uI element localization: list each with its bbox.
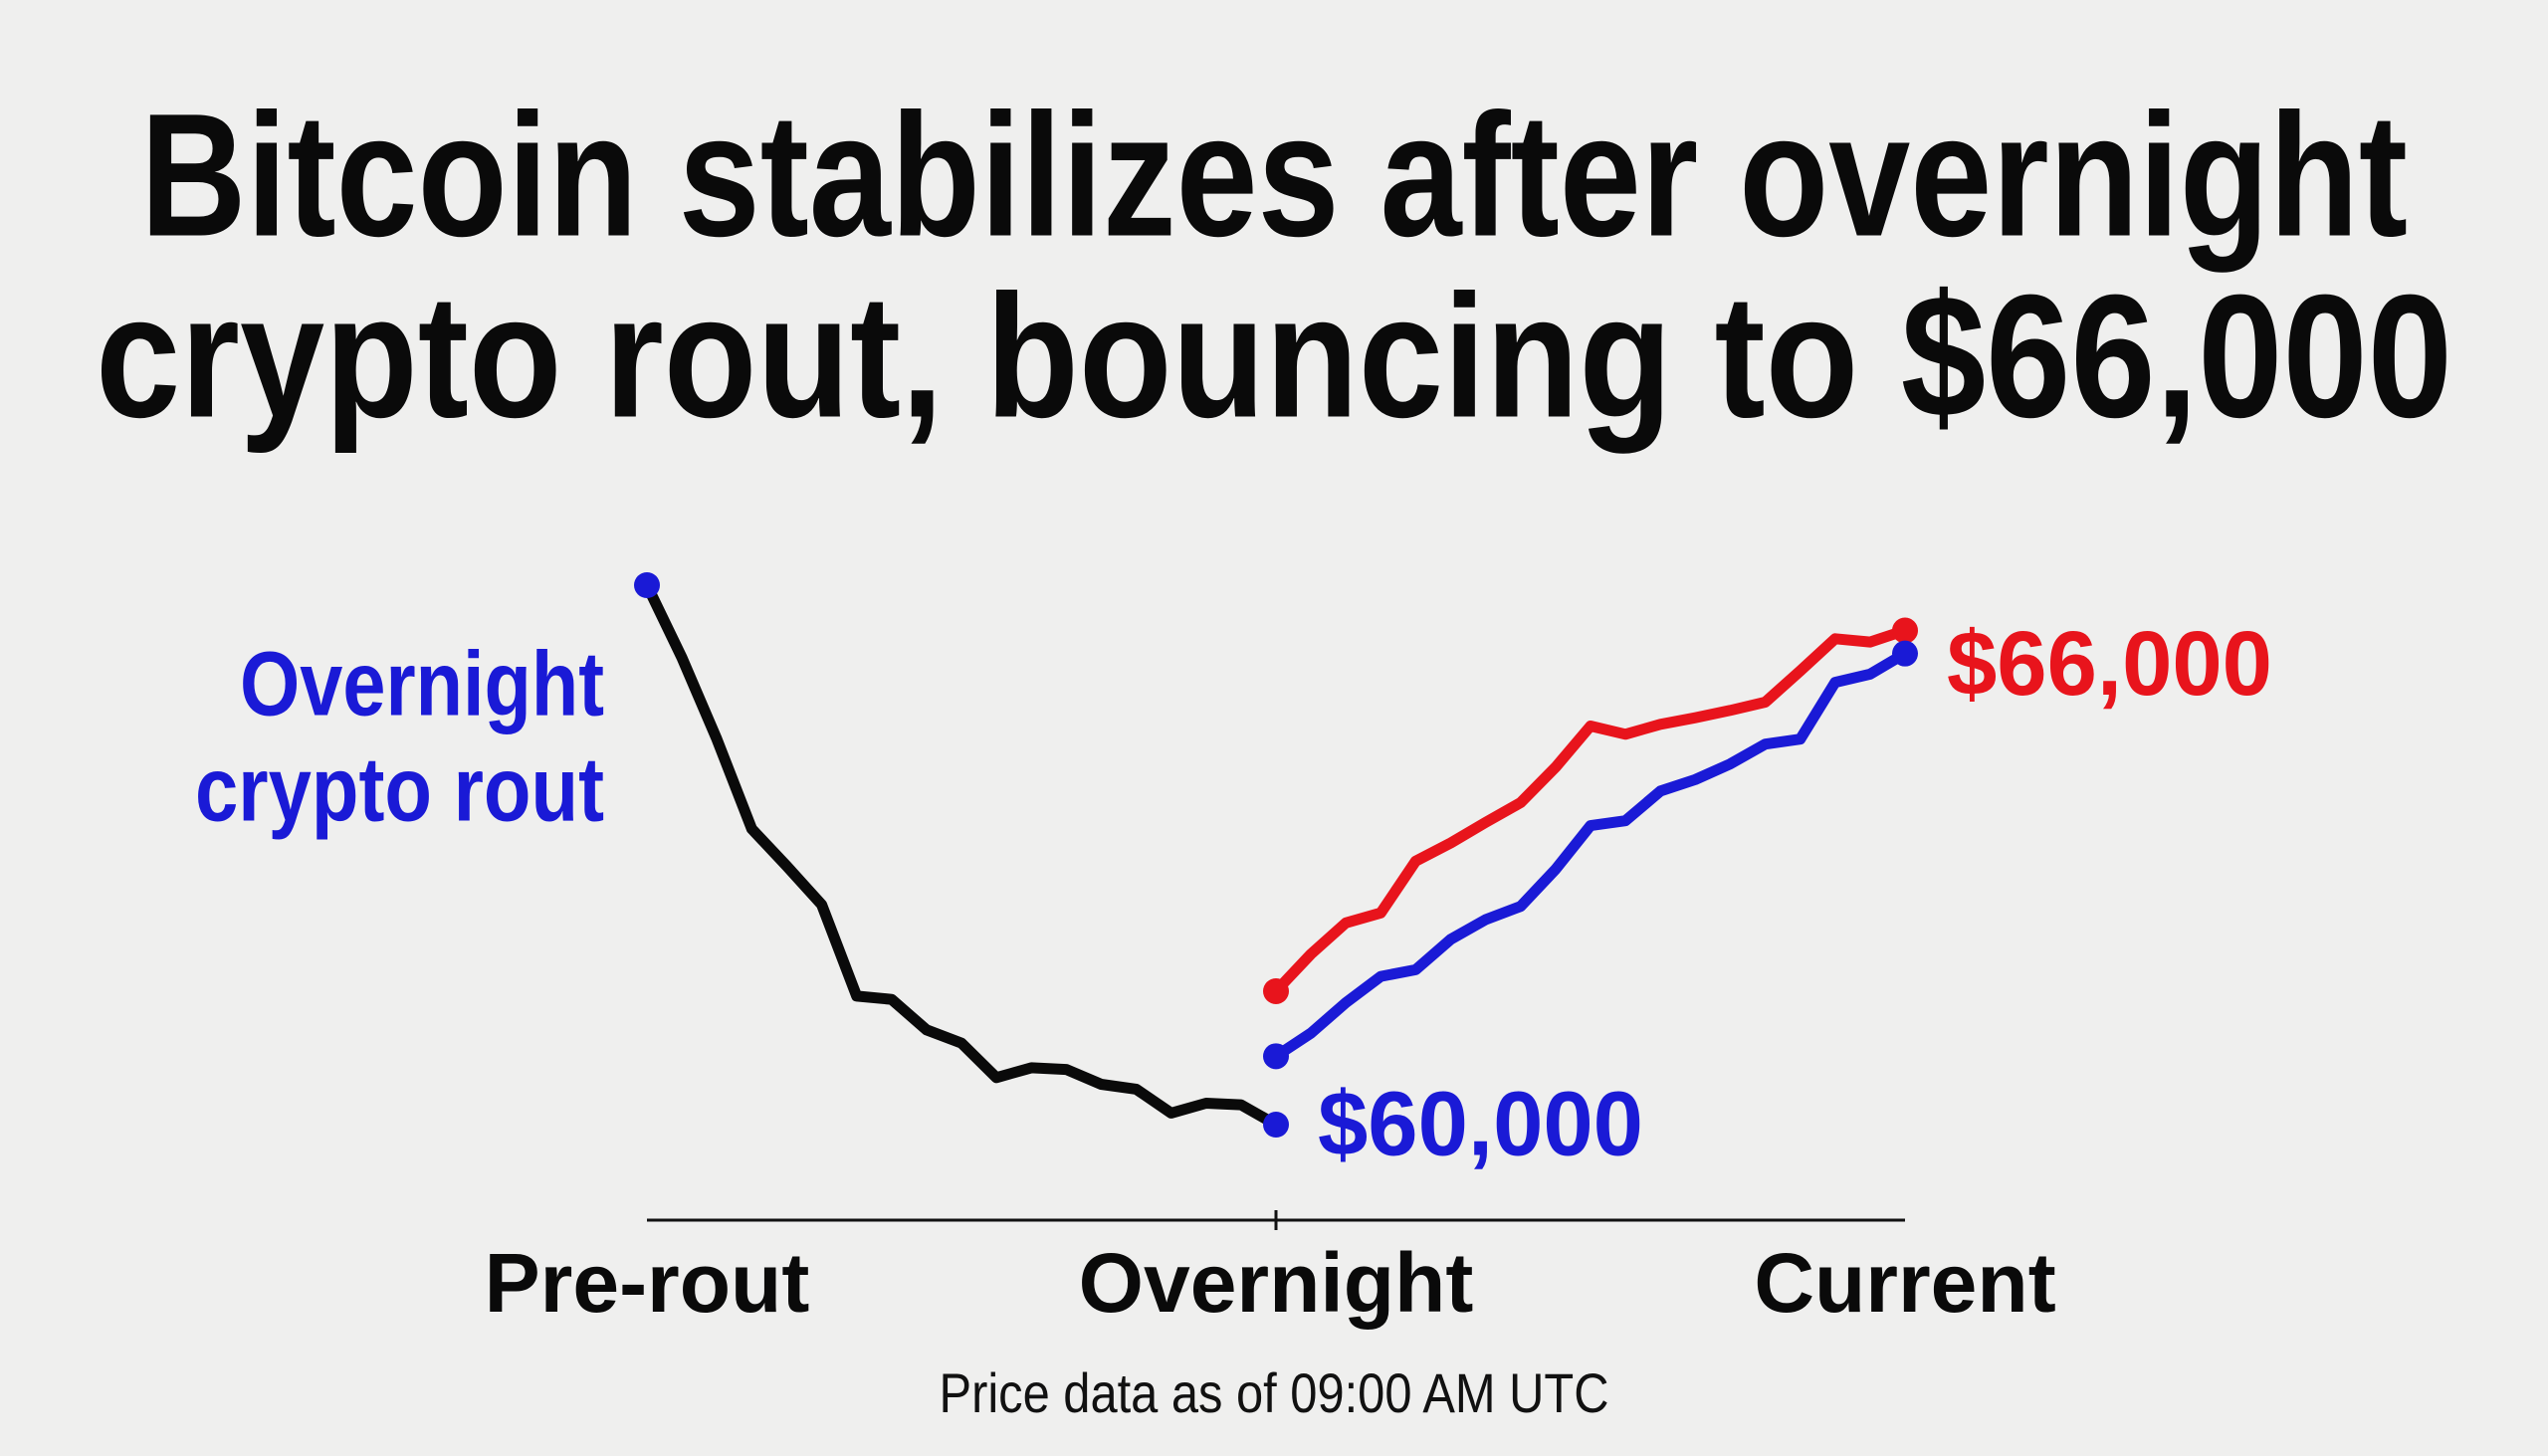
x-tick-label: Overnight [1079,1236,1474,1330]
line [1270,625,1911,997]
point-marker [1263,1043,1289,1070]
x-tick-label: Pre-rout [485,1236,810,1330]
x-tick-label: Current [1754,1236,2055,1330]
point-marker [1892,640,1918,667]
note: Price data as of 09:00 AM UTC [940,1361,1609,1424]
line [641,579,1282,1131]
annotation: crypto rout [195,738,604,840]
annotation: $66,000 [1947,613,2272,715]
point-marker [1263,977,1289,1004]
chart-title: Bitcoin stabilizes after overnight [140,78,2408,273]
annotation: $60,000 [1318,1073,1643,1174]
line [1270,648,1911,1062]
point-marker [1892,617,1918,644]
point-marker [1263,1112,1289,1138]
chart-title: crypto rout, bouncing to $66,000 [96,259,2452,454]
annotation: Overnight [240,633,604,734]
point-marker [634,572,660,598]
